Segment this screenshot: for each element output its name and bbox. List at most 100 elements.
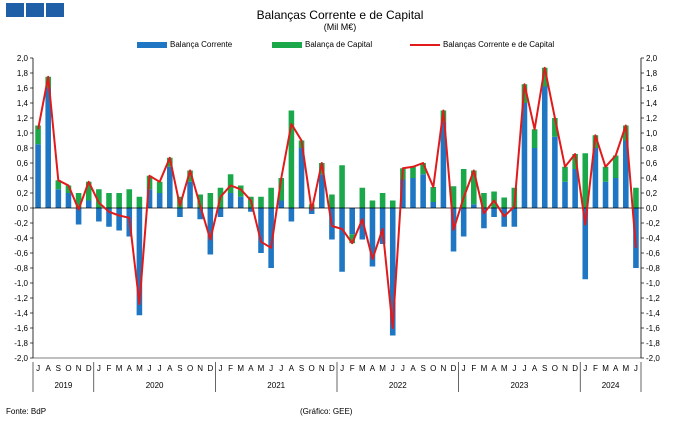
x-tick-label: M xyxy=(359,364,366,373)
bar-current xyxy=(258,208,264,253)
y-tick-label-left: 1,0 xyxy=(17,129,29,138)
bar-current xyxy=(501,208,507,227)
bar-current xyxy=(339,208,345,272)
bar-current xyxy=(400,179,406,208)
y-tick-label-right: -1,0 xyxy=(646,279,660,288)
bar-current xyxy=(389,208,396,336)
bar-current xyxy=(136,208,143,316)
x-tick-label: F xyxy=(350,364,355,373)
legend-label-total: Balanças Corrente e de Capital xyxy=(443,40,555,49)
bar-current xyxy=(572,169,578,208)
bar-capital xyxy=(572,154,578,169)
y-tick-label-left: -1,4 xyxy=(14,309,28,318)
bar-current xyxy=(612,178,619,208)
bar-capital xyxy=(369,200,376,208)
y-tick-label-left: -0,6 xyxy=(14,249,28,258)
bar-current xyxy=(491,208,497,217)
bar-current xyxy=(116,208,122,231)
bar-capital xyxy=(602,166,609,182)
x-tick-label: M xyxy=(481,364,488,373)
x-tick-label: F xyxy=(593,364,598,373)
x-tick-label: J xyxy=(512,364,516,373)
bar-current xyxy=(156,193,163,208)
y-tick-label-right: -0,6 xyxy=(646,249,660,258)
x-tick-label: J xyxy=(391,364,395,373)
x-tick-label: A xyxy=(370,364,376,373)
x-tick-label: M xyxy=(602,364,609,373)
bar-current xyxy=(278,200,285,208)
chart-legend: Balança Corrente Balança de Capital Bala… xyxy=(0,40,680,52)
bar-current xyxy=(430,202,437,208)
bar-current xyxy=(420,174,426,208)
x-tick-label: D xyxy=(207,364,213,373)
bar-current xyxy=(481,208,487,229)
bar-capital xyxy=(541,67,548,87)
y-tick-label-right: 1,6 xyxy=(646,84,658,93)
bar-capital xyxy=(420,163,426,175)
bar-capital xyxy=(612,155,619,178)
bar-current xyxy=(521,103,528,208)
x-tick-label: J xyxy=(158,364,162,373)
x-tick-label: J xyxy=(522,364,526,373)
year-label: 2021 xyxy=(267,381,285,390)
source-note: Fonte: BdP xyxy=(6,407,47,416)
y-tick-label-right: 1,0 xyxy=(646,129,658,138)
y-tick-label-right: 0,0 xyxy=(646,204,658,213)
bar-capital xyxy=(197,194,203,208)
x-tick-label: A xyxy=(410,364,416,373)
legend-label-current: Balança Corrente xyxy=(170,40,233,49)
bar-capital xyxy=(278,178,285,201)
y-tick-label-right: -0,8 xyxy=(646,264,660,273)
x-tick-label: D xyxy=(451,364,457,373)
y-tick-label-left: -0,8 xyxy=(14,264,28,273)
bar-capital xyxy=(562,166,568,182)
bar-current xyxy=(410,178,416,208)
y-tick-label-right: 0,4 xyxy=(646,174,658,183)
x-tick-label: M xyxy=(258,364,265,373)
logo-block xyxy=(46,3,64,17)
bar-capital xyxy=(582,153,589,208)
y-tick-label-right: -1,6 xyxy=(646,324,660,333)
year-label: 2024 xyxy=(602,381,620,390)
bar-capital xyxy=(96,189,102,208)
y-tick-label-left: 0,4 xyxy=(17,174,29,183)
x-tick-label: A xyxy=(491,364,497,373)
y-tick-label-right: -2,0 xyxy=(646,354,660,363)
bar-capital xyxy=(389,200,396,208)
x-tick-label: M xyxy=(237,364,244,373)
bar-capital xyxy=(471,170,477,205)
x-tick-label: S xyxy=(177,364,182,373)
bar-capital xyxy=(55,180,62,190)
x-tick-label: M xyxy=(116,364,123,373)
chart-subtitle: (Mil M€) xyxy=(323,22,357,32)
bar-capital xyxy=(349,234,355,244)
legend-label-capital: Balança de Capital xyxy=(305,40,373,49)
year-label: 2020 xyxy=(146,381,164,390)
y-tick-label-left: 0,8 xyxy=(17,144,29,153)
bar-capital xyxy=(136,196,143,208)
bar-capital xyxy=(227,174,234,193)
bar-current xyxy=(146,189,153,208)
year-label: 2022 xyxy=(389,381,407,390)
x-tick-label: S xyxy=(420,364,425,373)
bar-current xyxy=(592,148,599,208)
bar-capital xyxy=(187,170,193,182)
bar-capital xyxy=(85,181,92,201)
bar-capital xyxy=(156,181,163,193)
x-tick-label: O xyxy=(65,364,71,373)
y-tick-label-right: 0,8 xyxy=(646,144,658,153)
bar-capital xyxy=(501,197,507,208)
legend-item-current: Balança Corrente xyxy=(137,40,232,49)
y-tick-label-left: 0,2 xyxy=(17,189,29,198)
bar-capital xyxy=(359,187,366,208)
bar-capital xyxy=(430,187,437,202)
bar-current xyxy=(359,208,366,240)
bar-capital xyxy=(126,189,133,208)
year-label: 2023 xyxy=(511,381,529,390)
y-tick-label-left: -2,0 xyxy=(14,354,28,363)
bar-current xyxy=(319,174,325,208)
x-tick-label: N xyxy=(197,364,203,373)
bar-current xyxy=(65,193,72,208)
bar-capital xyxy=(531,129,538,148)
bar-current xyxy=(440,121,447,208)
